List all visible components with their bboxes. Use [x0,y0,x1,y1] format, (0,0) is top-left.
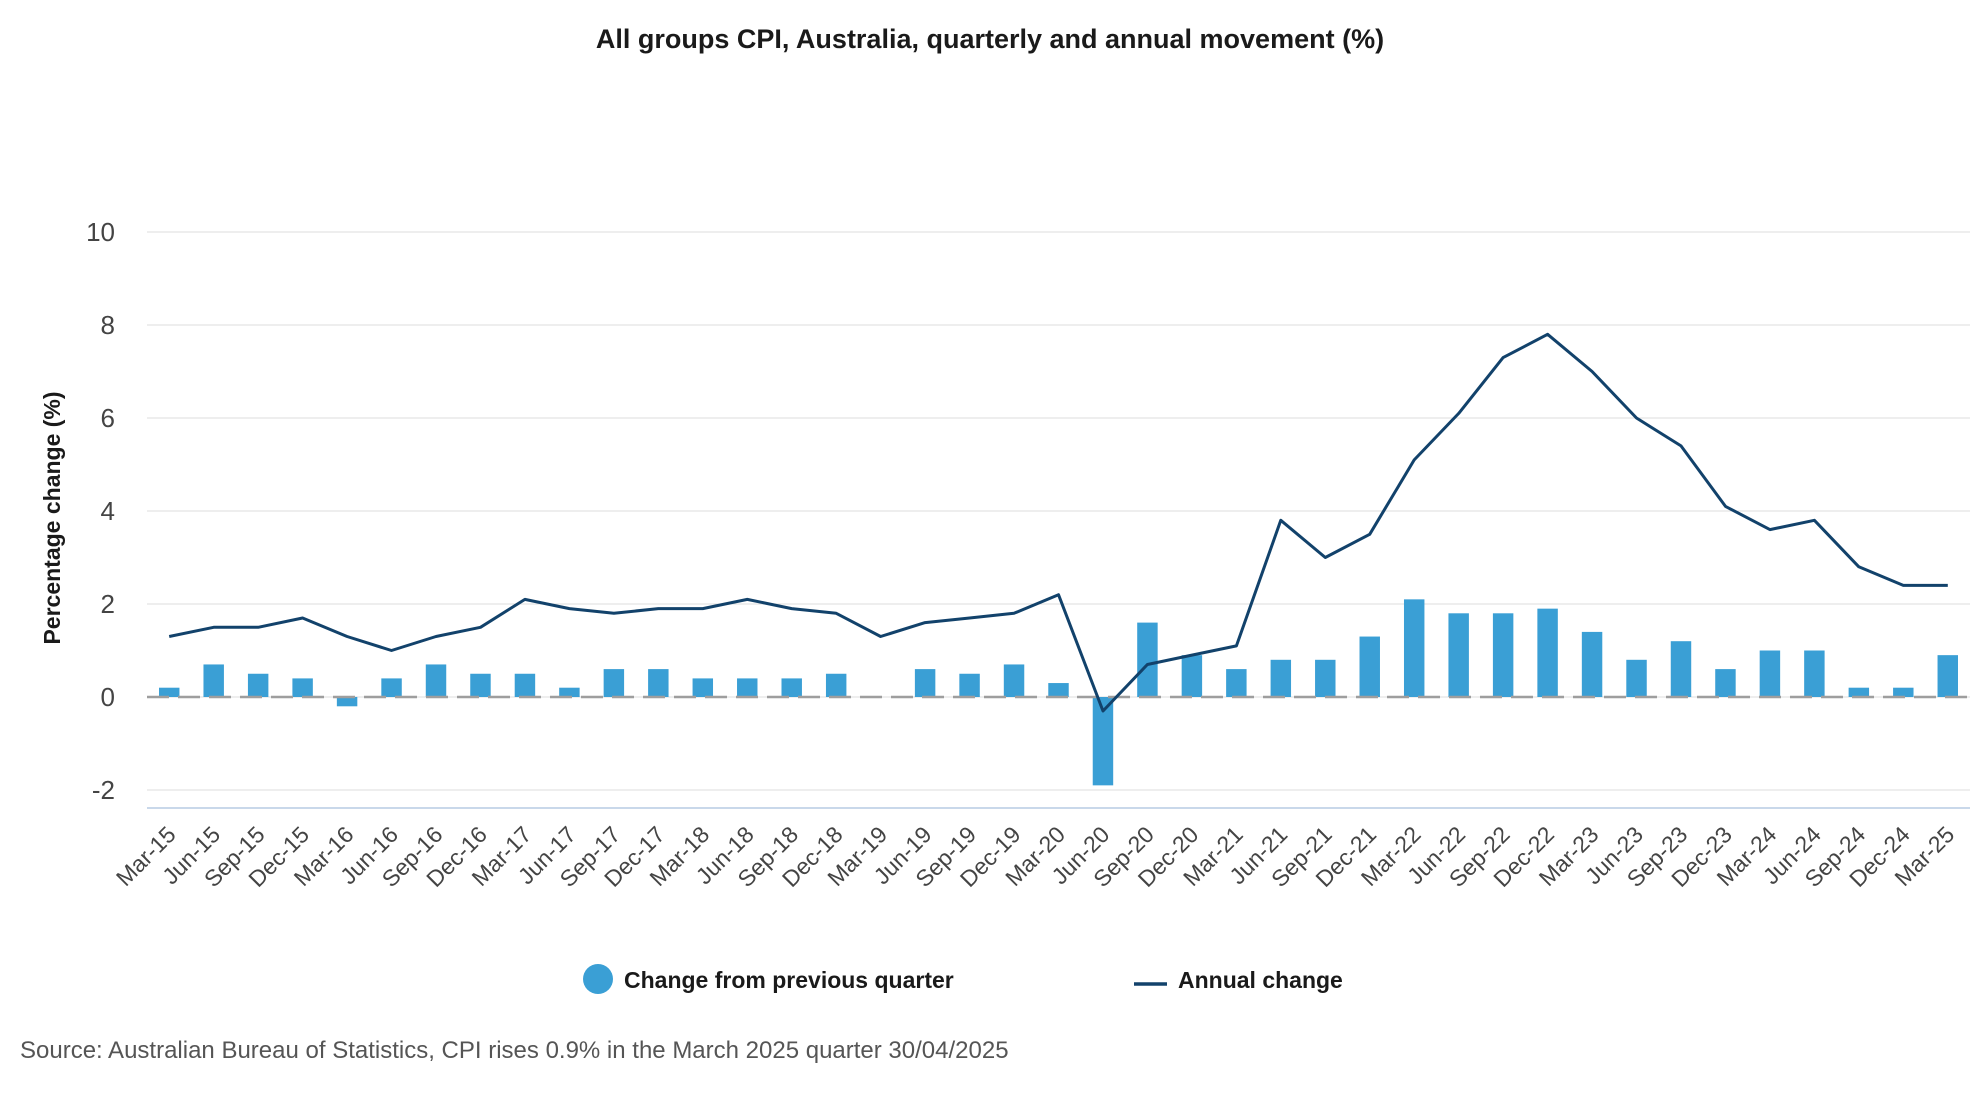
bar [1315,659,1336,697]
annual-change-line [168,332,1948,713]
bar [559,687,580,697]
bar [1937,655,1958,697]
bar [1804,650,1825,697]
bar [1181,655,1203,697]
bar [381,678,402,697]
y-tick-label: 4 [101,496,115,526]
bar [914,669,936,697]
bar [1670,641,1692,697]
bar [1226,669,1247,697]
y-tick-label: 10 [86,217,115,247]
y-tick-label: -2 [92,775,115,805]
bar [159,687,180,697]
bar [1537,608,1558,697]
bar [425,664,447,697]
bar [514,673,536,697]
bar [1448,613,1469,697]
gridlines [147,231,1970,809]
y-tick-label: 6 [101,403,115,433]
bar [1270,659,1292,697]
chart-title: All groups CPI, Australia, quarterly and… [595,24,1385,54]
bar [648,669,669,697]
y-tick-label: 2 [101,589,115,619]
legend: Change from previous quarter Annual chang… [583,964,1343,994]
bar [1626,659,1647,697]
bar [1715,669,1736,697]
y-tick-label: 8 [101,310,115,340]
bar [1048,683,1069,697]
legend-line-label: Annual change [1178,967,1343,993]
bar [1003,664,1025,697]
bar [203,664,224,697]
y-axis-ticks: -2 0 2 4 6 8 10 [86,217,115,805]
bar-series [159,599,1958,786]
bar [247,673,269,697]
bar [1848,687,1870,697]
bar [1581,631,1603,697]
bar [1492,613,1514,697]
line-series [168,332,1948,713]
bar [692,678,714,697]
bar [470,673,491,697]
bar [1759,650,1781,697]
bar [959,673,980,697]
y-axis-label: Percentage change (%) [39,391,65,644]
bar [1359,636,1380,697]
bar [1092,697,1114,786]
bar [1403,599,1425,697]
bar [1893,687,1914,697]
bar [781,678,802,697]
legend-bar-swatch [583,964,613,994]
y-tick-label: 0 [101,682,115,712]
bar [292,678,313,697]
source-note: Source: Australian Bureau of Statistics,… [20,1037,1009,1064]
bar [737,678,758,697]
bar [336,697,358,707]
bar [603,669,625,697]
x-axis-ticks: Mar-15Jun-15Sep-15Dec-15Mar-16Jun-16Sep-… [111,821,1959,892]
bar [1137,622,1158,697]
legend-bar-label: Change from previous quarter [624,967,954,993]
bar [825,673,847,697]
